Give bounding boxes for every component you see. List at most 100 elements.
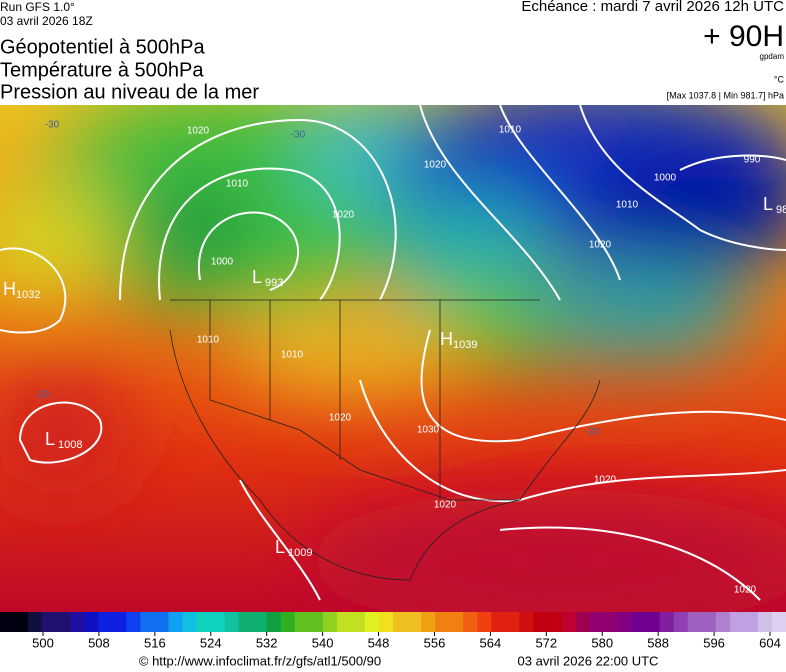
source: © http://www.infoclimat.fr/z/gfs/atl1/50… (139, 653, 381, 668)
isobar-label: 1010 (197, 335, 220, 346)
colorbar-swatch (533, 612, 548, 632)
colorbar-swatch (673, 612, 689, 632)
pressure-center-value: 1032 (16, 289, 40, 301)
colorbar-swatch (561, 612, 576, 632)
isobar-label: 1000 (211, 257, 234, 268)
temperature-label: -30 (291, 130, 306, 141)
echeance: Echéance : mardi 7 avril 2026 12h UTC (521, 0, 784, 15)
colorbar-swatch (98, 612, 113, 632)
colorbar-swatch (449, 612, 464, 632)
colorbar-swatch (687, 612, 703, 632)
colorbar-swatch (743, 612, 759, 632)
colorbar-swatch (701, 612, 717, 632)
colorbar-swatch (210, 612, 226, 632)
isobar (579, 105, 786, 251)
colorbar-swatch (617, 612, 633, 632)
colorbar-label: 532 (256, 635, 278, 650)
isobar-label: 1020 (332, 210, 355, 221)
colorbar-swatch (645, 612, 661, 632)
colorbar-swatch (294, 612, 310, 632)
colorbar-swatch (336, 612, 352, 632)
colorbar-swatch (364, 612, 380, 632)
colorbar-swatch (322, 612, 338, 632)
pressure-range: [Max 1037.8 | Min 981.7] hPa (667, 90, 784, 100)
colorbar-swatch (56, 612, 71, 632)
colorbar-swatch (308, 612, 324, 632)
isobar-label: 990 (744, 155, 761, 166)
colorbar-swatch (224, 612, 240, 632)
colorbar-swatch (589, 612, 605, 632)
colorbar-label: 540 (312, 635, 334, 650)
isobar (420, 329, 786, 443)
colorbar-swatch (28, 612, 43, 632)
colorbar-swatch (196, 612, 212, 632)
colorbar-swatch (112, 612, 127, 632)
colorbar-swatch (84, 612, 99, 632)
colorbar-swatch (435, 612, 450, 632)
border (170, 299, 540, 501)
pressure-center-letter: L (252, 267, 262, 287)
colorbar-swatch (140, 612, 155, 632)
colorbar-swatch (715, 612, 731, 632)
colorbar-swatch (631, 612, 647, 632)
colorbar-swatch (252, 612, 268, 632)
isobar-label: 1020 (329, 413, 352, 424)
pressure-center-value: 98 (776, 204, 786, 216)
colorbar-label: 564 (480, 635, 502, 650)
temperature-label: -20 (35, 390, 50, 401)
colorbar-swatch (126, 612, 141, 632)
isobar (679, 154, 786, 171)
colorbar-label: 556 (424, 635, 446, 650)
coastline (169, 329, 601, 581)
colorbar-swatch (477, 612, 492, 632)
pressure-center-value: 1039 (453, 339, 477, 351)
colorbar-swatch (771, 612, 786, 632)
title: Géopotentiel à 500hPa (0, 36, 205, 58)
colorbar-swatch (238, 612, 254, 632)
colorbar-swatch (603, 612, 619, 632)
isobar (18, 401, 103, 464)
colorbar-label: 516 (144, 635, 166, 650)
isobar-label: 1010 (499, 125, 522, 136)
colorbar-swatch (393, 612, 408, 632)
colorbar-swatch (729, 612, 745, 632)
colorbar-label: 588 (647, 635, 669, 650)
isobar-label: 1020 (594, 475, 617, 486)
colorbar-label: 500 (32, 635, 54, 650)
lead-time: + 90H (703, 20, 784, 53)
isobar-label: 1020 (424, 160, 447, 171)
isobar (499, 105, 621, 281)
colorbar-label: 572 (535, 635, 557, 650)
colorbar-swatch (491, 612, 506, 632)
map (0, 105, 786, 612)
isobar-label: 1000 (654, 173, 677, 184)
isobar (197, 211, 299, 291)
pressure-center-letter: H (440, 329, 453, 349)
isobar (499, 526, 761, 601)
title: Température à 500hPa (0, 59, 204, 81)
colorbar-swatch (505, 612, 520, 632)
colorbar-swatch (547, 612, 562, 632)
colorbar-swatch (463, 612, 478, 632)
colorbar-swatch (407, 612, 422, 632)
pressure-center-value: 1008 (58, 439, 82, 451)
isobar-label: 1010 (281, 350, 304, 361)
run-date: 03 avril 2026 18Z (0, 14, 93, 28)
colorbar-label: 580 (591, 635, 613, 650)
isobar-label: 1030 (417, 425, 440, 436)
pressure-center-letter: L (275, 537, 285, 557)
isobar (419, 105, 561, 301)
isobars (0, 105, 786, 601)
colorbar-swatch (168, 612, 183, 632)
colorbar-swatch (575, 612, 590, 632)
colorbar-swatch (378, 612, 394, 632)
colorbar-label: 548 (368, 635, 390, 650)
isobar-label: 1020 (434, 500, 457, 511)
temperature-label: -30 (45, 120, 60, 131)
isobar-label: 1010 (226, 179, 249, 190)
colorbar-swatch (519, 612, 534, 632)
colorbar: 500 508 516 524 532 540 548 556 564 572 580 588 596 6… (0, 612, 786, 650)
isobar (239, 479, 321, 601)
isobar (119, 118, 397, 301)
